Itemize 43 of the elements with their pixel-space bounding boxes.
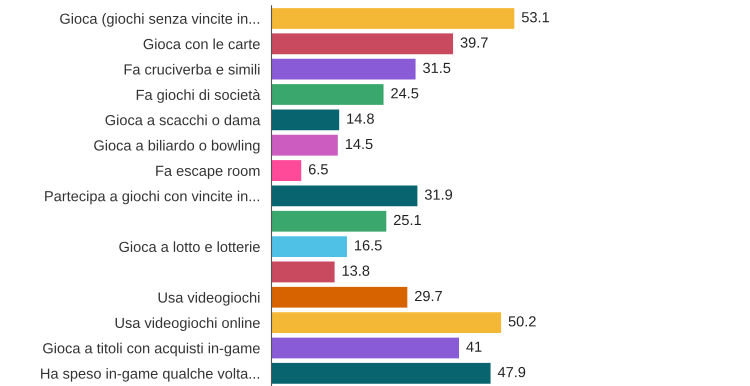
y-tick-label: Gioca a titoli con acquisti in-game: [43, 342, 260, 356]
bar: [272, 236, 347, 257]
data-label: 14.8: [347, 113, 374, 124]
bar: [272, 109, 340, 130]
data-label: 31.9: [424, 189, 452, 200]
data-label: 31.5: [423, 62, 450, 74]
bar: [272, 362, 491, 384]
y-tick-label: Ha speso in-game qualche volta...: [41, 368, 260, 382]
y-tick-label: Gioca a lotto e lotterie: [119, 241, 260, 252]
data-label: 13.8: [342, 266, 370, 276]
bar: [272, 84, 384, 105]
bar: [272, 210, 386, 232]
y-tick-label: Fa giochi di società: [136, 89, 260, 103]
y-tick-label: Fa cruciverba e simili: [124, 64, 260, 75]
data-label: 29.7: [415, 290, 442, 302]
data-label: 47.9: [498, 366, 526, 378]
bar: [272, 58, 416, 80]
y-tick-label: Partecipa a giochi con vincite in...: [45, 190, 260, 204]
y-tick-label: Gioca a biliardo o bowling: [94, 140, 260, 154]
data-label: 16.5: [355, 240, 382, 251]
y-tick-label: Fa escape room: [156, 166, 260, 179]
bar: [272, 338, 460, 358]
y-tick-label: Gioca con le carte: [144, 38, 260, 50]
bar: [272, 186, 418, 206]
bar: [272, 33, 454, 54]
data-label: 41: [466, 342, 482, 352]
data-label: 6.5: [308, 164, 328, 174]
data-label: 50.2: [508, 316, 536, 327]
bar: [272, 286, 408, 308]
data-label: 24.5: [391, 88, 418, 98]
data-label: 14.5: [346, 138, 373, 150]
data-label: 53.1: [522, 12, 549, 22]
bar: [272, 134, 338, 156]
data-label: 39.7: [460, 37, 488, 48]
y-tick-label: Gioca (giochi senza vincite in...: [60, 13, 260, 27]
bar: [272, 312, 502, 334]
bar: [272, 262, 335, 282]
bar: [272, 8, 514, 29]
bar: [272, 160, 302, 181]
y-tick-label: Usa videogiochi: [158, 292, 260, 306]
y-tick-label: Usa videogiochi online: [116, 317, 260, 331]
y-tick-label: Gioca a scacchi o dama: [106, 114, 260, 126]
data-label: 25.1: [394, 214, 421, 226]
